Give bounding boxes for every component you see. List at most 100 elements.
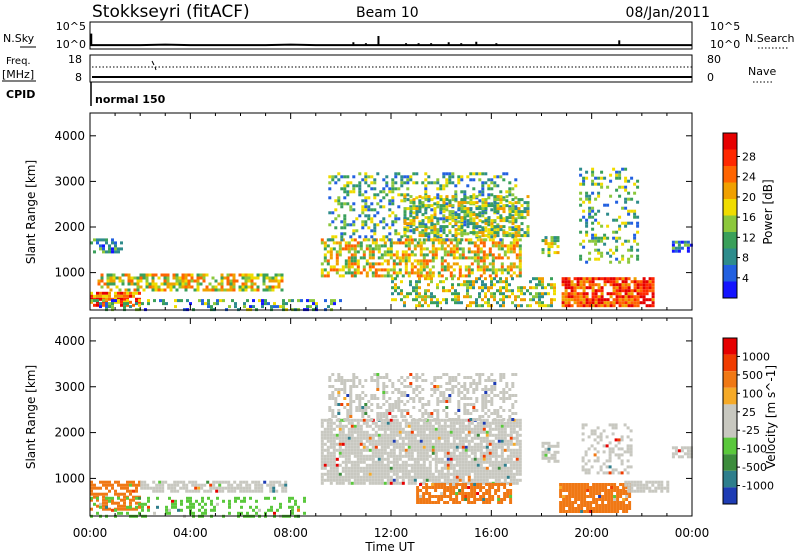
echo-cell [344,448,348,452]
echo-cell [446,268,450,272]
echo-cell [418,292,421,296]
echo-cell [427,295,430,299]
echo-cell [553,239,557,243]
echo-cell [639,289,643,293]
echo-cell [502,304,505,308]
echo-cell [413,472,417,476]
echo-cell [434,475,438,479]
echo-cell [562,495,566,498]
echo-cell [376,376,380,379]
echo-cell [446,262,450,266]
echo-cell [500,501,504,504]
echo-cell [328,181,332,185]
echo-cell [579,257,583,261]
echo-cell [401,253,405,257]
echo-cell [373,208,377,212]
echo-cell [401,469,405,473]
echo-cell [391,202,395,206]
echo-cell [506,424,510,428]
echo-cell [606,251,610,255]
echo-cell [329,268,333,272]
echo-cell [403,222,407,226]
echo-cell [503,421,507,425]
echo-cell [398,442,402,446]
echo-cell [210,502,213,506]
echo-cell [425,475,429,479]
echo-cell [105,505,108,509]
echo-cell [415,286,418,290]
echo-cell [448,204,452,208]
echo-cell [421,225,425,229]
echo-cell [541,239,545,243]
echo-cell [356,478,360,482]
echo-cell [461,445,465,449]
echo-cell [470,262,474,266]
echo-cell [523,207,527,211]
echo-cell [374,244,378,248]
echo-cell [343,406,347,409]
echo-cell [490,225,494,229]
echo-cell [621,221,625,225]
echo-cell [436,228,440,232]
echo-cell [158,489,162,493]
echo-cell [252,508,255,512]
echo-cell [129,294,132,298]
echo-cell [499,214,503,218]
echo-cell [621,185,625,189]
echo-cell [651,289,655,293]
echo-cell [686,249,690,253]
echo-cell [518,250,522,254]
echo-cell [209,489,213,493]
echo-cell [196,276,200,280]
echo-cell [425,501,429,504]
echo-cell [358,406,362,409]
echo-cell [464,427,468,431]
echo-cell [380,457,384,461]
echo-cell [364,202,368,206]
echo-cell [422,475,426,479]
echo-cell [449,274,453,278]
echo-cell [392,271,396,275]
echo-cell [380,442,384,446]
echo-cell [439,195,443,199]
echo-cell [503,250,507,254]
echo-cell [636,304,640,308]
echo-cell [506,442,510,446]
echo-cell [401,418,405,422]
echo-cell [353,430,357,434]
echo-cell [460,301,463,305]
echo-cell [242,489,246,493]
echo-cell [276,305,279,309]
echo-cell [636,185,640,189]
echo-cell [344,424,348,428]
echo-cell [262,282,266,286]
echo-cell [415,376,419,379]
echo-cell [370,403,374,406]
echo-cell [440,495,444,498]
echo-cell [579,298,583,302]
echo-cell [413,448,417,452]
echo-cell [403,403,407,406]
echo-cell [389,460,393,464]
echo-cell [123,291,126,295]
echo-cell [93,294,96,298]
echo-cell [571,492,575,495]
echo-cell [448,222,452,226]
echo-cell [490,219,494,223]
echo-cell [347,448,351,452]
echo-cell [374,424,378,428]
echo-cell [430,277,433,281]
echo-cell [463,406,467,409]
echo-cell [445,298,448,302]
echo-cell [497,445,501,449]
echo-cell [448,216,452,220]
echo-cell [460,207,464,211]
echo-cell [442,184,446,188]
echo-cell [683,240,687,244]
echo-cell [161,486,165,490]
echo-cell [488,238,492,242]
echo-cell [472,403,476,406]
echo-cell [648,277,652,281]
